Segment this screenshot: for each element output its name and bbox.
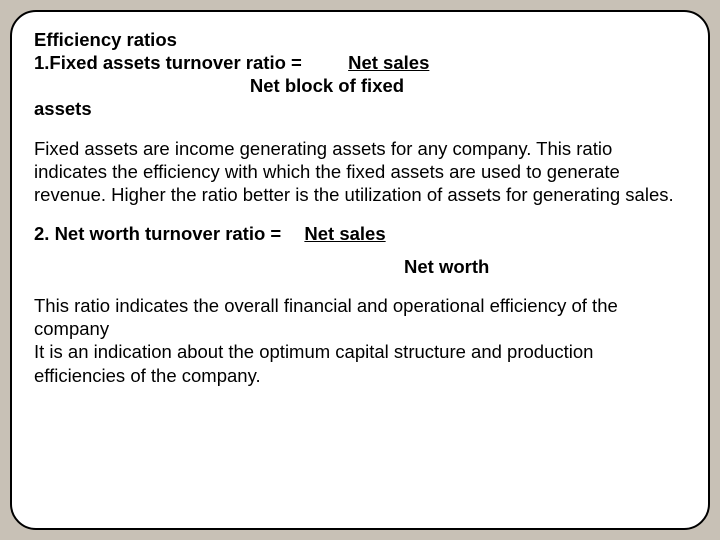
ratio-1-numerator: Net sales bbox=[348, 52, 429, 73]
slide-content: Efficiency ratios 1.Fixed assets turnove… bbox=[34, 28, 686, 387]
slide-card: Efficiency ratios 1.Fixed assets turnove… bbox=[10, 10, 710, 530]
ratio-2-block: 2. Net worth turnover ratio = Net sales … bbox=[34, 222, 686, 278]
paragraph-1: Fixed assets are income generating asset… bbox=[34, 137, 686, 206]
ratio-2-label: 2. Net worth turnover ratio = bbox=[34, 223, 281, 244]
ratio-1-label-pad bbox=[34, 74, 250, 97]
ratio-1-denominator: Net block of fixed bbox=[250, 74, 404, 97]
ratio-2-denominator: Net worth bbox=[404, 255, 686, 278]
paragraph-2: This ratio indicates the overall financi… bbox=[34, 294, 686, 387]
heading-efficiency-ratios: Efficiency ratios bbox=[34, 28, 686, 51]
paragraph-2-line-1: This ratio indicates the overall financi… bbox=[34, 294, 686, 340]
ratio-1-label: 1.Fixed assets turnover ratio = bbox=[34, 51, 307, 74]
ratio-1-block: Efficiency ratios 1.Fixed assets turnove… bbox=[34, 28, 686, 121]
paragraph-2-line-2: It is an indication about the optimum ca… bbox=[34, 340, 686, 386]
ratio-2-numerator: Net sales bbox=[304, 223, 385, 244]
ratio-1-numerator-wrap: Net sales bbox=[307, 51, 429, 74]
ratio-1-denominator-cont: assets bbox=[34, 97, 686, 120]
